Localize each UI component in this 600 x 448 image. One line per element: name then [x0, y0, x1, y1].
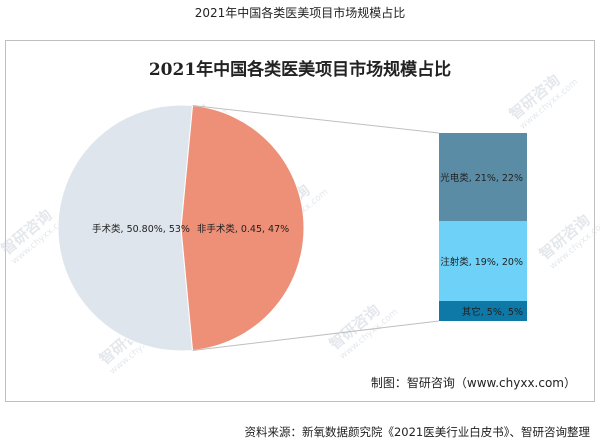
- page-title: 2021年中国各类医美项目市场规模占比: [194, 6, 406, 20]
- data-source-note: 资料来源：新氧数据颜究院《2021医美行业白皮书》、智研咨询整理: [244, 425, 590, 439]
- chart-credit: 制图：智研咨询（www.chyxx.com）: [370, 376, 576, 390]
- bar-segment-label: 注射类, 19%, 20%: [440, 256, 523, 268]
- bar-segment-label: 其它, 5%, 5%: [462, 306, 523, 318]
- bar-segment-other: [439, 301, 527, 321]
- pie-label-nonsurgical: 非手术类, 0.45, 47%: [197, 223, 289, 235]
- chart-title: 2021年中国各类医美项目市场规模占比: [148, 60, 452, 80]
- connector-line-bottom: [192, 320, 440, 351]
- bar-segment-photoelectric: [439, 133, 527, 221]
- bar-segment-injection: [439, 221, 527, 301]
- pie-label-surgical: 手术类, 50.80%, 53%: [92, 223, 190, 235]
- chart-frame: 2021年中国各类医美项目市场规模占比 智研咨询 www.chyxx.com 智研…: [0, 40, 600, 402]
- bar-segment-label: 光电类, 21%, 22%: [440, 172, 523, 184]
- pie-slice-nonsurgical: [180, 105, 305, 351]
- bar-of-pie-chart: 光电类, 21%, 22% 注射类, 19%, 20% 其它, 5%, 5% 手术类,…: [57, 104, 527, 352]
- connector-line-top: [192, 105, 440, 134]
- pie-slice-surgical: [57, 104, 194, 352]
